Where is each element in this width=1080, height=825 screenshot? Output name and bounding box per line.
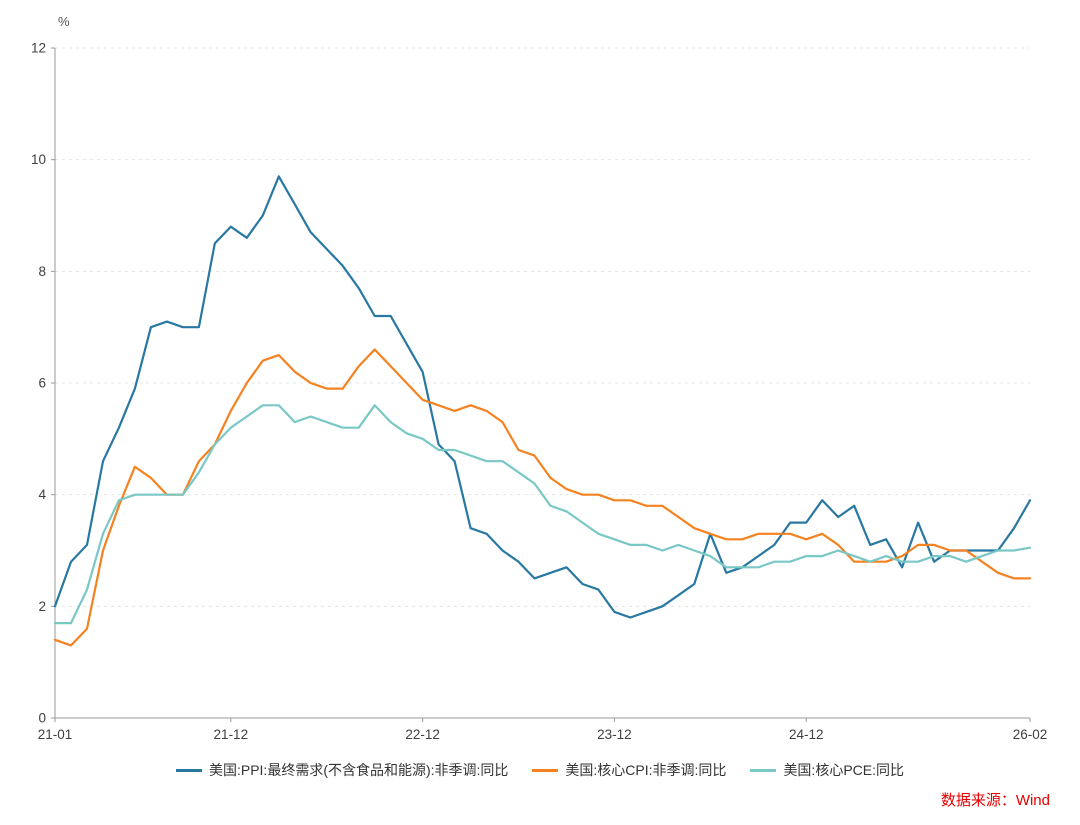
x-tick-label: 21-01 (38, 727, 73, 742)
legend-label-core-pce: 美国:核心PCE:同比 (783, 762, 905, 778)
series-line-core-cpi (53, 348, 1032, 647)
x-tick-label: 21-12 (214, 727, 249, 742)
y-tick-label: 6 (38, 376, 46, 391)
data-source: 数据来源：Wind (940, 792, 1050, 809)
y-tick-label: 4 (38, 487, 46, 502)
legend-item-ppi: 美国:PPI:最终需求(不含食品和能源):非季调:同比 (175, 760, 509, 780)
chart-legend: 美国:PPI:最终需求(不含食品和能源):非季调:同比 美国:核心CPI:非季调… (0, 760, 1080, 780)
series-line-ppi (53, 175, 1032, 619)
y-axis-unit-label: % (58, 14, 70, 29)
legend-item-core-pce: 美国:核心PCE:同比 (750, 760, 904, 780)
x-tick-label: 24-12 (789, 727, 824, 742)
legend-label-core-cpi: 美国:核心CPI:非季调:同比 (565, 762, 727, 778)
x-tick-label: 23-12 (597, 727, 632, 742)
y-tick-label: 12 (31, 41, 46, 56)
core-pce-line-swatch (750, 768, 777, 772)
y-tick-label: 2 (38, 599, 46, 614)
x-tick-label: 22-12 (405, 727, 440, 742)
line-chart: 0 2 4 6 8 10 12% 21-01 21-12 22-12 23-12 24-12 26-02 (31, 14, 1048, 742)
ppi-line-swatch (175, 768, 202, 772)
y-tick-label: 0 (38, 711, 46, 726)
legend-label-ppi: 美国:PPI:最终需求(不含食品和能源):非季调:同比 (208, 762, 509, 778)
y-tick-label: 10 (31, 152, 46, 167)
y-tick-label: 8 (38, 264, 46, 279)
series-line-core-pce (53, 404, 1032, 625)
core-cpi-line-swatch (532, 768, 559, 772)
x-tick-label: 26-02 (1013, 727, 1048, 742)
legend-item-core-cpi: 美国:核心CPI:非季调:同比 (532, 760, 726, 780)
